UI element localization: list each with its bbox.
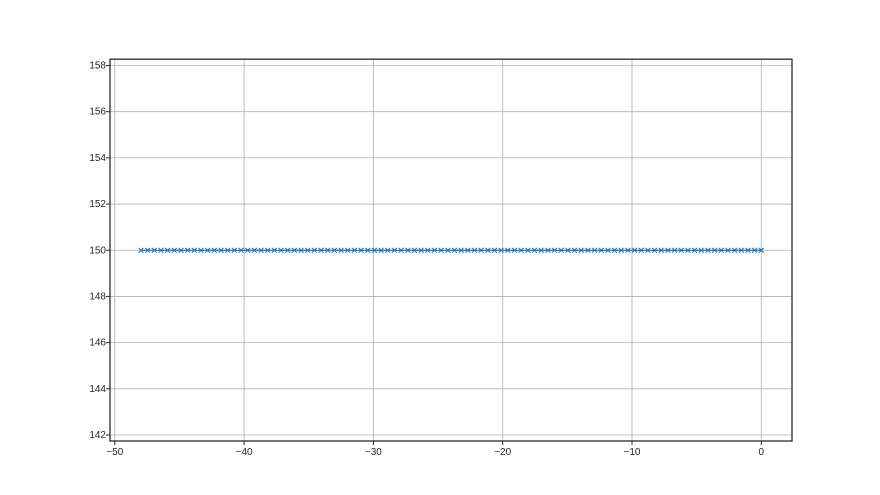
svg-text:−10: −10 — [624, 447, 641, 458]
svg-text:152: 152 — [89, 199, 106, 210]
svg-text:156: 156 — [89, 107, 106, 118]
svg-text:142: 142 — [89, 430, 106, 441]
svg-text:−30: −30 — [365, 447, 382, 458]
svg-text:158: 158 — [89, 61, 106, 72]
svg-text:−20: −20 — [494, 447, 511, 458]
svg-text:144: 144 — [89, 384, 106, 395]
svg-text:146: 146 — [89, 338, 106, 349]
svg-text:0: 0 — [759, 447, 765, 458]
svg-text:148: 148 — [89, 291, 106, 302]
svg-text:−40: −40 — [236, 447, 253, 458]
svg-text:150: 150 — [89, 245, 106, 256]
svg-text:154: 154 — [89, 153, 106, 164]
svg-text:−50: −50 — [106, 447, 123, 458]
